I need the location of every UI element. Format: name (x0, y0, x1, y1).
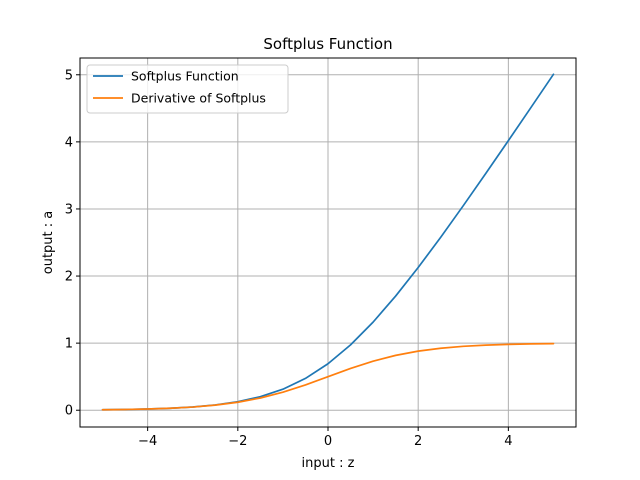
legend-label-2: Derivative of Softplus (131, 91, 266, 106)
y-tick-label: 0 (65, 404, 73, 419)
grid-lines (80, 58, 576, 427)
legend: Softplus Function Derivative of Softplus (86, 64, 289, 114)
x-tick-label: −4 (138, 434, 157, 449)
series-layer (101, 73, 555, 411)
x-tick-label: −2 (228, 434, 247, 449)
series-line-2 (101, 342, 555, 411)
y-tick-label: 1 (65, 337, 73, 352)
y-tick-label: 3 (65, 202, 73, 217)
y-tick-label: 4 (65, 135, 73, 150)
chart-title: Softplus Function (263, 35, 392, 53)
legend-box (86, 64, 289, 114)
x-tick-label: 0 (324, 434, 332, 449)
x-tick-label: 4 (504, 434, 512, 449)
y-tick-label: 5 (65, 68, 73, 83)
x-tick-label: 2 (414, 434, 422, 449)
axis-ticks: −4 −2 0 2 4 0 1 2 3 4 5 (65, 68, 513, 449)
y-tick-label: 2 (65, 270, 73, 285)
legend-label-1: Softplus Function (131, 69, 239, 84)
x-axis-label: input : z (302, 456, 355, 471)
y-axis-label: output : a (41, 211, 56, 275)
